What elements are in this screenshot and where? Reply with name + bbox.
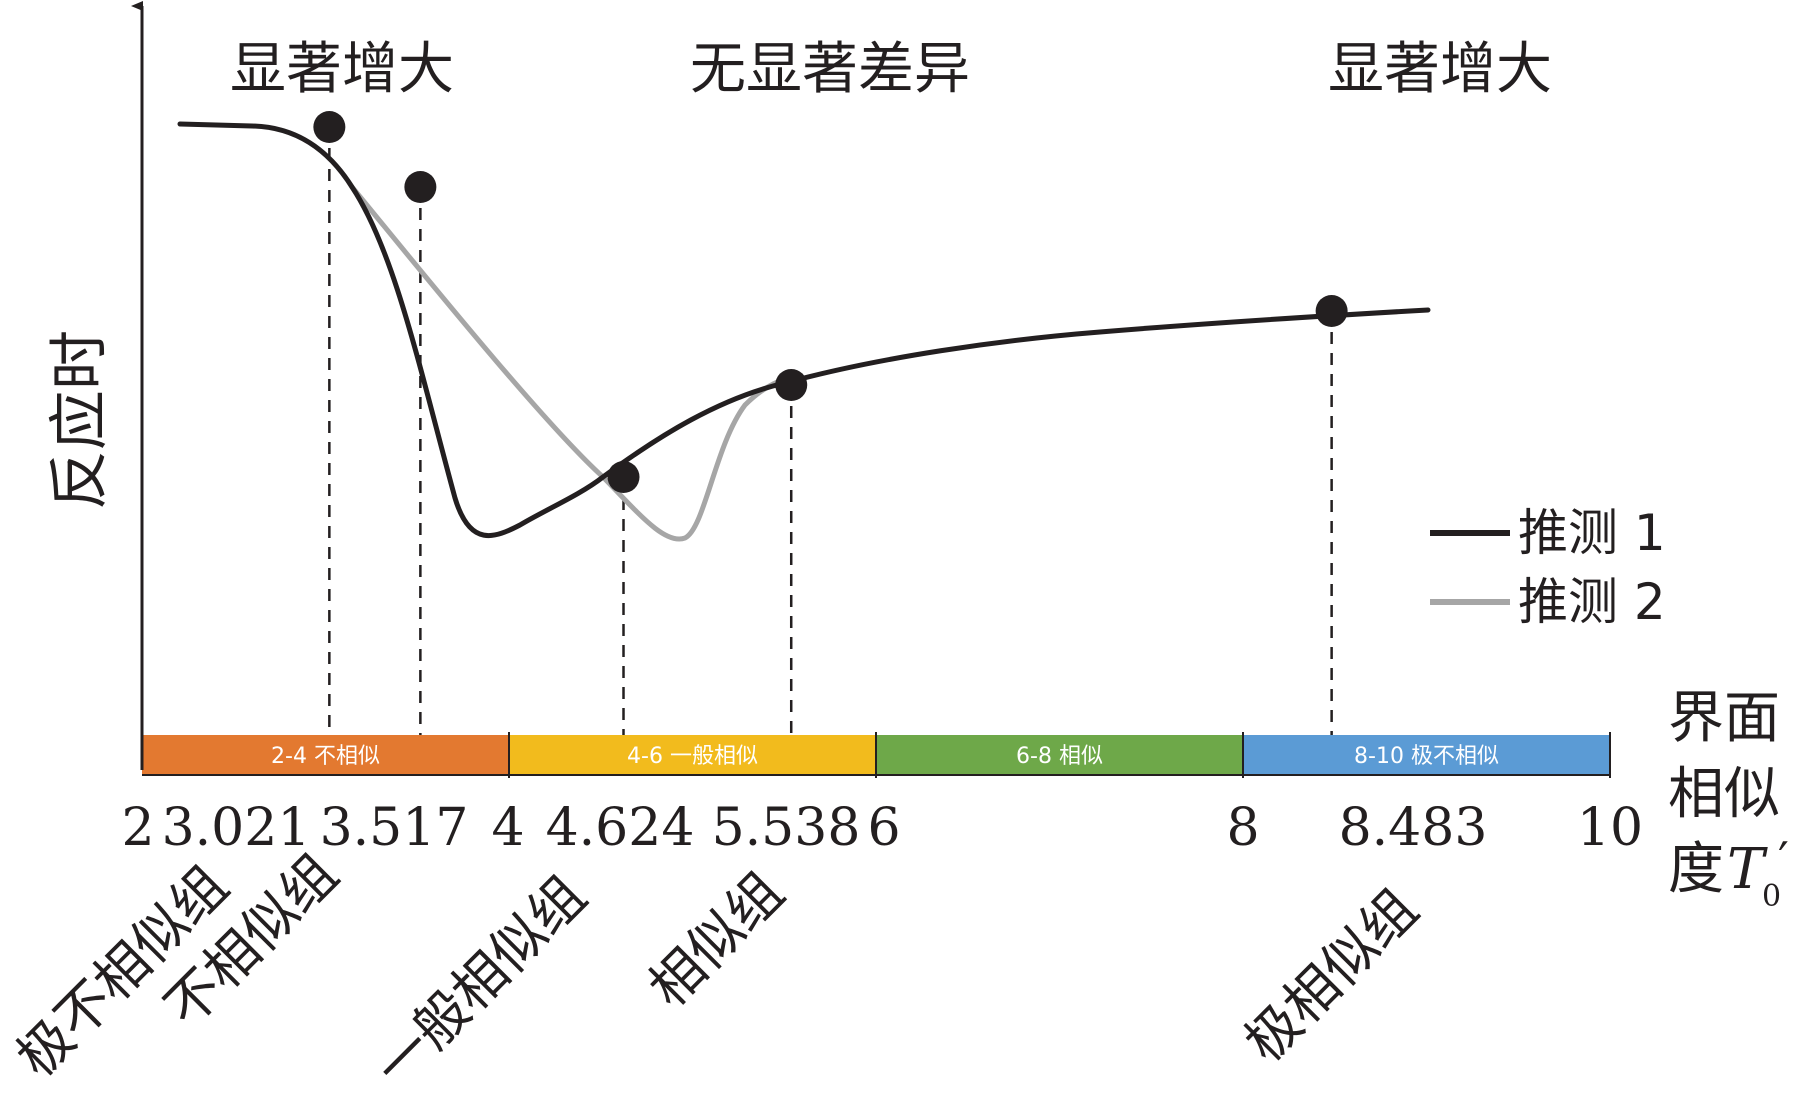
curve-hypothesis-1 (177, 121, 1431, 539)
group-label-2: 一般相似组 (363, 864, 598, 1099)
guide-lines (328, 127, 1333, 735)
curve-hypothesis-2 (349, 184, 798, 542)
marker-point-0 (313, 111, 346, 143)
x-axis-prime: ′ (1778, 832, 1789, 888)
legend: 推测 1 推测 2 (1430, 504, 1666, 631)
region-label-right: 显著增大 (1328, 37, 1552, 102)
tick-label-5: 5.538 (712, 798, 861, 858)
tick-label-0: 2 (121, 798, 154, 858)
band-0 (142, 735, 509, 775)
band-label-1: 4-6 一般相似 (627, 744, 758, 769)
tick-label-3: 4 (491, 798, 524, 858)
x-axis-subscript: 0 (1762, 879, 1781, 914)
tick-label-6: 6 (867, 798, 900, 858)
tick-label-1: 3.021 (162, 798, 311, 858)
band-2 (876, 735, 1243, 775)
x-tick-labels: 2 3.021 3.517 4 4.624 5.538 6 8 8.483 10 (121, 798, 1643, 858)
group-label-3: 相似组 (637, 860, 796, 1019)
tick-label-2: 3.517 (320, 798, 469, 858)
x-axis-label-line-2: 相似 (1668, 762, 1780, 827)
tick-label-4: 4.624 (546, 798, 695, 858)
similarity-bands: 2-4 不相似 4-6 一般相似 6-8 相似 8-10 极不相似 (142, 732, 1611, 778)
marker-point-1 (404, 171, 437, 203)
tick-label-7: 8 (1226, 798, 1259, 858)
marker-point-2 (607, 461, 640, 493)
data-markers (313, 111, 1348, 493)
marker-point-3 (775, 369, 808, 401)
x-axis-symbol: T (1727, 837, 1768, 902)
band-3 (1243, 735, 1610, 775)
band-label-2: 6-8 相似 (1016, 744, 1103, 769)
region-label-middle: 无显著差异 (690, 37, 970, 102)
region-label-left: 显著增大 (230, 37, 454, 102)
y-axis-label: 反应时 (45, 330, 115, 510)
legend-label-2: 推测 2 (1518, 573, 1666, 631)
group-label-4: 极相似组 (1233, 877, 1430, 1074)
tick-label-9: 10 (1577, 798, 1643, 858)
band-label-3: 8-10 极不相似 (1354, 744, 1499, 769)
band-1 (509, 735, 876, 775)
x-axis-label-line-3: 度 (1668, 837, 1724, 902)
band-label-0: 2-4 不相似 (271, 744, 380, 769)
x-axis-label-line-1: 界面 (1668, 686, 1780, 751)
marker-point-4 (1315, 295, 1348, 327)
tick-label-8: 8.483 (1339, 798, 1488, 858)
x-axis-label: 界面 相似 度 T 0 ′ (1668, 686, 1789, 914)
legend-label-1: 推测 1 (1518, 504, 1666, 562)
